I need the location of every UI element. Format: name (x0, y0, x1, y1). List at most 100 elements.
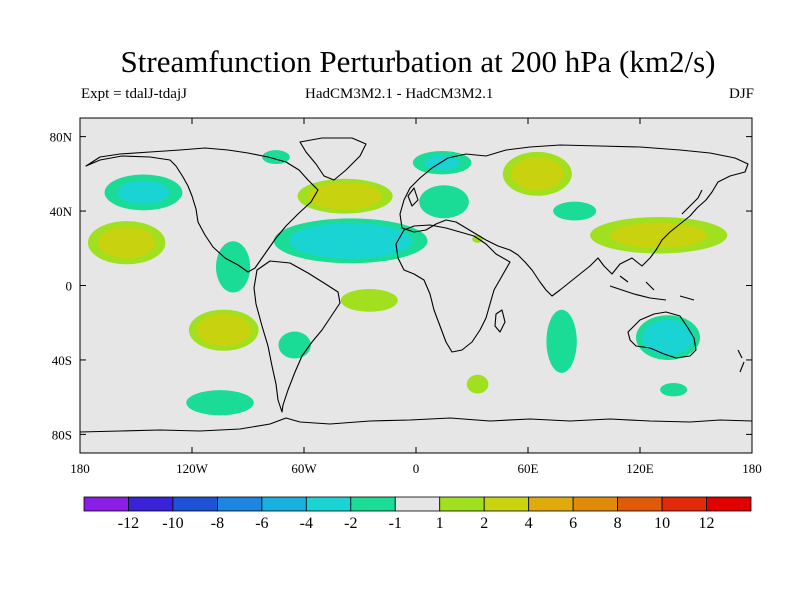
colorbar-label: 8 (614, 515, 622, 532)
anomaly-arctic-europe-negative (412, 150, 472, 175)
anomaly-north-atlantic-positive (297, 178, 393, 214)
colorbar-swatch (439, 496, 485, 512)
x-tick-label: 180 (742, 461, 762, 476)
contour-level-2 (307, 182, 383, 210)
contour-level-neg1 (546, 309, 577, 373)
x-tick-label: 60W (291, 461, 317, 476)
y-tick-label: 40N (50, 204, 73, 219)
contour-level-2 (98, 226, 156, 259)
colorbar-label: 4 (525, 515, 533, 532)
contour-level-neg1 (553, 201, 597, 221)
chart-title: Streamfunction Perturbation at 200 hPa (… (120, 44, 716, 79)
contour-level-neg2 (288, 222, 413, 259)
y-tick-label: 80N (50, 130, 73, 145)
coastline-uk (407, 187, 419, 207)
anomaly-south-atlantic-positive (340, 288, 398, 312)
x-tick-label: 120W (176, 461, 209, 476)
coastline-antarctica (80, 417, 752, 433)
map-background (80, 118, 752, 453)
coastline-japan (681, 189, 703, 215)
contour-level-1 (340, 288, 398, 312)
anomaly-north-pacific-negative (104, 174, 183, 211)
coastline-greenland (299, 137, 367, 181)
coastline-africa (395, 224, 511, 353)
contour-level-neg1 (186, 390, 254, 416)
colorbar-swatch (528, 496, 574, 512)
coastline-south-america (253, 260, 341, 413)
coastline-indonesia (609, 275, 695, 301)
anomaly-indian-ocean-negative (546, 309, 577, 373)
contour-level-2 (196, 314, 252, 347)
colorbar-label: -4 (300, 515, 313, 532)
contour-level-neg2 (117, 180, 170, 205)
model-label: HadCM3M2.1 - HadCM3M2.1 (305, 86, 494, 102)
x-tick-label: 120E (626, 461, 654, 476)
colorbar-label: -12 (118, 515, 139, 532)
contour-level-neg1 (660, 383, 688, 397)
axes-layer: 180 120W 60W 0 60E 120E 180 80N 40N 0 40S 80S (50, 118, 762, 476)
anomaly-southeast-pacific-positive (188, 309, 259, 351)
anomaly-south-indian-positive (466, 374, 489, 394)
coastline-australia (627, 311, 697, 359)
anomaly-europe-negative (419, 185, 469, 219)
contour-level-neg1 (215, 241, 251, 293)
colorbar-swatch (216, 496, 263, 512)
coastline-north-america (85, 147, 319, 273)
colorbar-swatch (172, 496, 218, 512)
coastline-layer (80, 137, 752, 433)
y-tick-label: 40S (52, 353, 72, 368)
colorbar-label: 2 (480, 515, 488, 532)
anomaly-australia-negative (636, 315, 700, 361)
anomaly-southern-ocean-negative (186, 390, 254, 416)
colorbar-swatch (350, 496, 396, 512)
colorbar-swatch (617, 496, 663, 512)
experiment-label: Expt = tdalJ-tdajJ (81, 86, 187, 102)
contour-level-2 (610, 222, 708, 249)
colorbar-swatch (706, 496, 752, 512)
contour-level-neg2 (642, 319, 694, 356)
colorbar-label: 10 (654, 515, 670, 532)
x-tick-label: 60E (518, 461, 539, 476)
x-tick-label: 180 (70, 461, 90, 476)
contour-level-neg1 (262, 150, 290, 164)
colorbar-label: -2 (344, 515, 357, 532)
season-label: DJF (728, 86, 754, 102)
x-tick-label: 0 (413, 461, 420, 476)
contour-level-2 (510, 157, 564, 191)
colorbar-label: -10 (162, 515, 183, 532)
colorbar-label: 6 (569, 515, 577, 532)
coastline-eurasia (399, 144, 749, 297)
colorbar-swatch (83, 496, 129, 512)
coastline-madagascar (494, 309, 506, 333)
contour-level-neg1 (278, 331, 311, 359)
colorbar-swatch (305, 496, 352, 512)
colorbar-label: -6 (255, 515, 268, 532)
anomaly-canada-arctic-negative (262, 150, 290, 164)
colorbar-swatch (394, 496, 441, 512)
anomaly-central-asia-negative (553, 201, 597, 221)
contour-level-neg1 (419, 185, 469, 219)
colorbar-swatch (261, 496, 307, 512)
y-tick-label: 80S (52, 427, 72, 442)
anomaly-east-asia-positive (590, 217, 728, 254)
colorbar-label: -8 (211, 515, 224, 532)
colorbar-label: -1 (389, 515, 402, 532)
anomaly-siberia-positive (502, 151, 572, 196)
anomaly-layer (87, 150, 728, 416)
y-tick-label: 0 (66, 279, 73, 294)
colorbar-swatch (572, 496, 619, 512)
anomaly-central-america-negative (215, 241, 251, 293)
colorbar-swatch (128, 496, 174, 512)
anomaly-south-australia-negative (660, 383, 688, 397)
colorbar-label: 1 (436, 515, 444, 532)
contour-level-neg2 (424, 155, 461, 170)
colorbar: -12 -10 -8 -6 -4 -2 -1 1 2 4 6 8 10 12 (83, 496, 752, 532)
colorbar-swatch (483, 496, 530, 512)
anomaly-subtropical-pacific-positive (87, 221, 166, 265)
anomaly-subtropical-atlantic-negative (273, 218, 428, 264)
contour-level-1 (466, 374, 489, 394)
anomaly-south-america-negative (278, 331, 311, 359)
colorbar-swatch (661, 496, 707, 512)
coastline-new-zealand (737, 349, 745, 373)
